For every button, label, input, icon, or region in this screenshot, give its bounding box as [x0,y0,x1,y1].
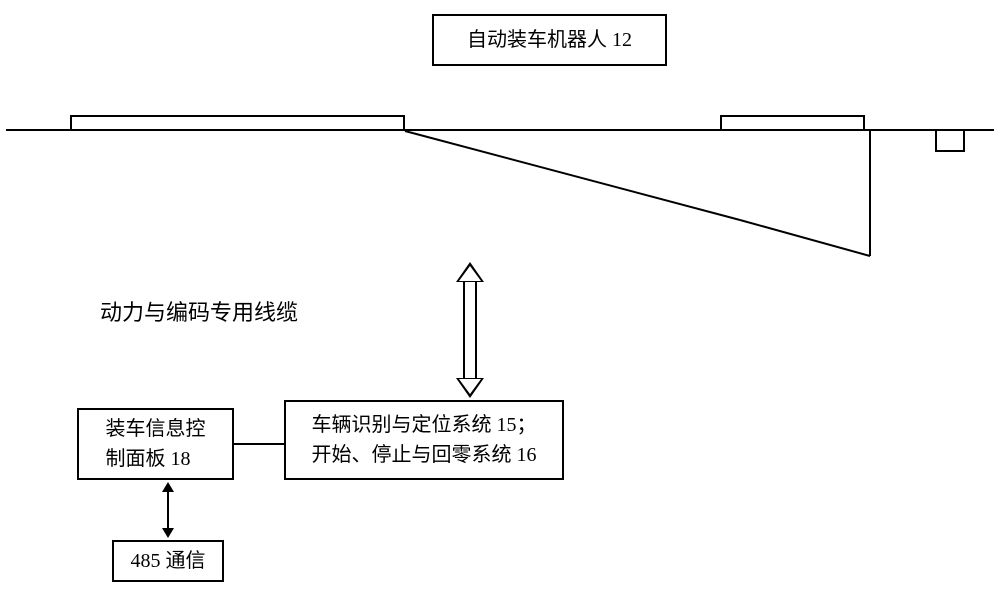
systems-box: 车辆识别与定位系统 15； 开始、停止与回零系统 16 [284,400,564,480]
bidir-arrow-small [162,482,174,538]
comm-box: 485 通信 [112,540,224,582]
comm-box-label: 485 通信 [121,540,216,582]
systems-box-label: 车辆识别与定位系统 15； 开始、停止与回零系统 16 [302,404,547,476]
ramp-diag-1 [405,131,740,220]
robot-box: 自动装车机器人 12 [432,14,667,66]
ramp-diag-2 [740,220,870,256]
ground-small-notch [935,130,965,152]
robot-box-label: 自动装车机器人 12 [457,19,642,61]
panel-box: 装车信息控 制面板 18 [77,408,234,480]
panel-box-label: 装车信息控 制面板 18 [96,408,216,480]
bidir-arrow-big [458,262,482,398]
ground-right-bar [720,115,865,130]
cable-label: 动力与编码专用线缆 [100,298,298,329]
ground-left-bar [70,115,405,130]
